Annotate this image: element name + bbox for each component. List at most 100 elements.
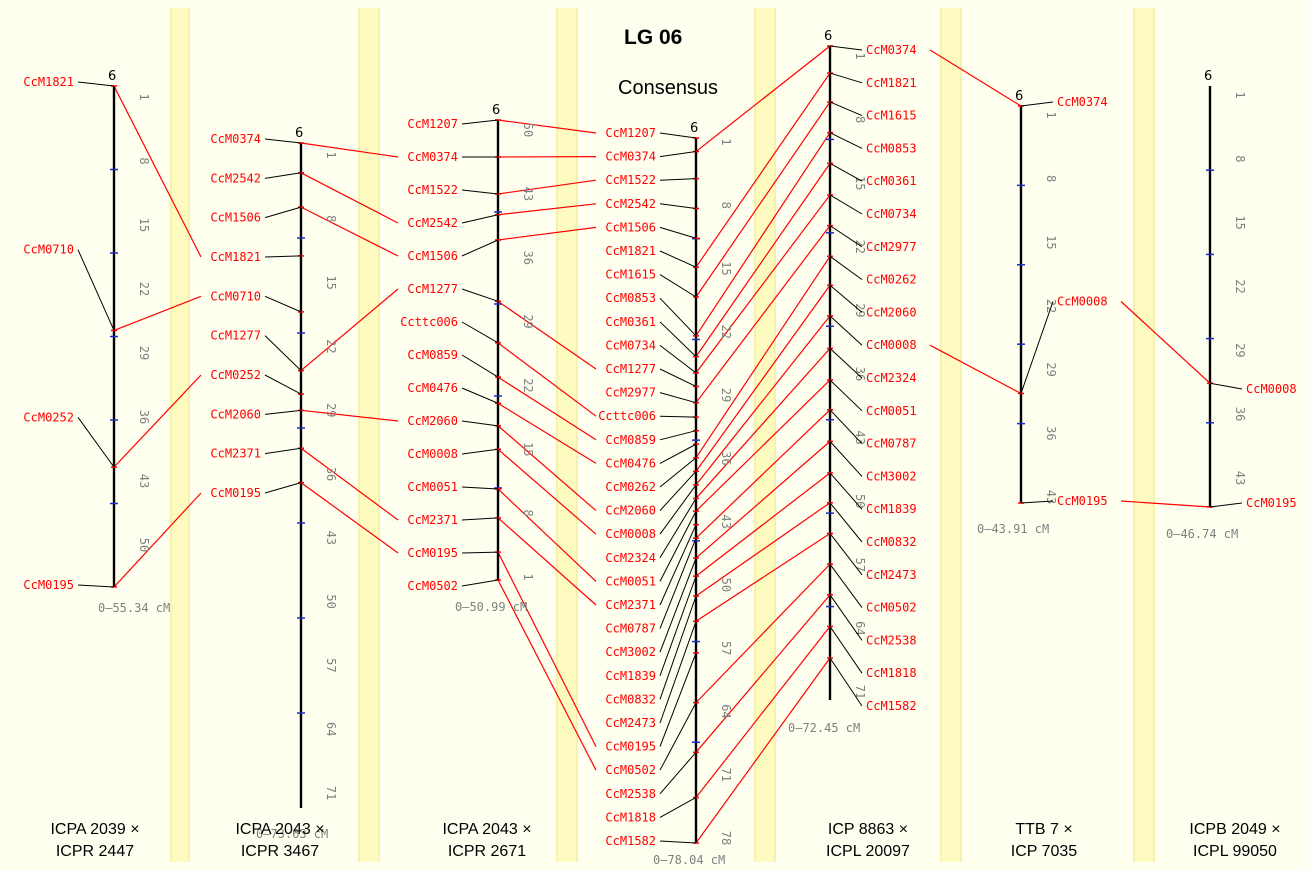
marker-leader xyxy=(461,517,499,521)
marker-leader xyxy=(659,430,697,441)
marker-label: CcM1821 xyxy=(210,250,261,264)
marker-link xyxy=(695,132,831,337)
marker-link xyxy=(113,374,202,468)
marker-link xyxy=(695,563,831,704)
marker-link xyxy=(300,172,399,224)
marker-label: CcM2473 xyxy=(866,568,917,582)
marker-label: CcM0374 xyxy=(210,132,261,146)
marker-label: CcM0710 xyxy=(210,289,261,303)
chromosome-number: 6 xyxy=(824,29,832,44)
population-label: ICPR 2671 xyxy=(448,843,526,860)
marker-leader xyxy=(829,626,863,674)
marker-leader xyxy=(659,178,697,181)
tick-label: 29 xyxy=(324,403,338,417)
marker-label: CcM1506 xyxy=(605,220,656,234)
marker-leader xyxy=(659,595,697,700)
marker-label: CcM0008 xyxy=(866,338,917,352)
tick-label: 1 xyxy=(137,93,151,100)
marker-leader xyxy=(264,335,302,371)
marker-link xyxy=(695,626,831,798)
marker-leader xyxy=(659,345,697,374)
range-label: 0–72.45 cM xyxy=(788,721,860,735)
marker-leader xyxy=(659,840,697,844)
marker-leader xyxy=(659,575,697,676)
marker-label: CcM0853 xyxy=(866,141,917,155)
marker-label: CcM0502 xyxy=(866,601,917,615)
marker-label: CcM1522 xyxy=(407,183,458,197)
marker-link xyxy=(695,284,831,472)
tick-label: 43 xyxy=(324,531,338,545)
tick-label: 64 xyxy=(324,722,338,736)
marker-label: CcM0195 xyxy=(1246,496,1297,510)
marker-label: CcM1615 xyxy=(605,268,656,282)
marker-leader xyxy=(659,524,697,606)
marker-leader xyxy=(829,132,863,149)
marker-label: CcM0262 xyxy=(605,480,656,494)
marker-leader xyxy=(829,502,863,543)
marker-label: CcM2473 xyxy=(605,716,656,730)
marker-link xyxy=(300,409,399,422)
chromosome-number: 6 xyxy=(295,126,303,141)
marker-label: CcM0734 xyxy=(605,338,656,352)
marker-link xyxy=(497,179,597,195)
chromosome-number: 6 xyxy=(492,103,500,118)
marker-link xyxy=(113,492,202,588)
tick-label: 8 xyxy=(324,215,338,222)
marker-link xyxy=(695,101,831,298)
marker-label: CcM2977 xyxy=(605,386,656,400)
marker-links xyxy=(113,45,1211,844)
tick-label: 29 xyxy=(521,314,535,328)
marker-label: CcM1277 xyxy=(605,362,656,376)
marker-leader xyxy=(659,498,697,559)
marker-leader xyxy=(264,206,302,219)
marker-label: CcM0832 xyxy=(605,692,656,706)
marker-leader xyxy=(829,255,863,281)
marker-leader xyxy=(659,484,697,535)
marker-label: CcM1818 xyxy=(605,810,656,824)
tick-label: 1 xyxy=(853,52,867,59)
marker-label: CcM0787 xyxy=(866,437,917,451)
marker-label: CcM0252 xyxy=(23,410,74,424)
marker-leader xyxy=(264,374,302,395)
marker-leader xyxy=(659,392,697,404)
tick-label: 50 xyxy=(521,123,535,137)
marker-label: CcM0476 xyxy=(605,456,656,470)
separator-band xyxy=(358,8,380,862)
marker-label: CcM2060 xyxy=(866,305,917,319)
marker-label: CcM0710 xyxy=(23,243,74,257)
marker-label: CcM2538 xyxy=(866,633,917,647)
population-label: ICPR 2447 xyxy=(56,843,134,860)
marker-link xyxy=(695,379,831,512)
tick-label: 8 xyxy=(1233,155,1247,162)
marker-label: CcM2371 xyxy=(407,513,458,527)
tick-label: 64 xyxy=(853,621,867,635)
tick-label: 43 xyxy=(1044,490,1058,504)
tick-label: 36 xyxy=(853,367,867,381)
tick-label: 15 xyxy=(137,218,151,232)
marker-label: CcM0787 xyxy=(605,622,656,636)
marker-leader xyxy=(264,295,302,313)
marker-label: CcM1207 xyxy=(605,126,656,140)
marker-label: CcM2324 xyxy=(605,551,656,565)
marker-label: CcM0195 xyxy=(210,486,261,500)
marker-leader xyxy=(264,172,302,179)
range-label: 0–50.99 cM xyxy=(455,600,527,614)
marker-leader xyxy=(461,579,499,587)
marker-link xyxy=(1120,301,1211,384)
marker-leader xyxy=(659,652,697,747)
marker-label: CcM2060 xyxy=(605,504,656,518)
marker-label: CcM1522 xyxy=(605,173,656,187)
marker-label: CcM1582 xyxy=(605,834,656,848)
markers-m4: CcM1207 CcM0374 CcM1522 CcM2542 CcM1506 CcM18… xyxy=(598,126,699,848)
tick-label: 1 xyxy=(324,151,338,158)
marker-leader xyxy=(659,557,697,653)
population-label: ICPA 2039 × xyxy=(50,821,139,838)
marker-label: CcM0195 xyxy=(605,740,656,754)
tick-label: 50 xyxy=(324,594,338,608)
chromosome-m1: 6 1 8 15 22 29 36 43 50 0–55.34 cM ICPA 2039 × ICPR… xyxy=(50,69,170,860)
marker-leader xyxy=(829,45,863,51)
